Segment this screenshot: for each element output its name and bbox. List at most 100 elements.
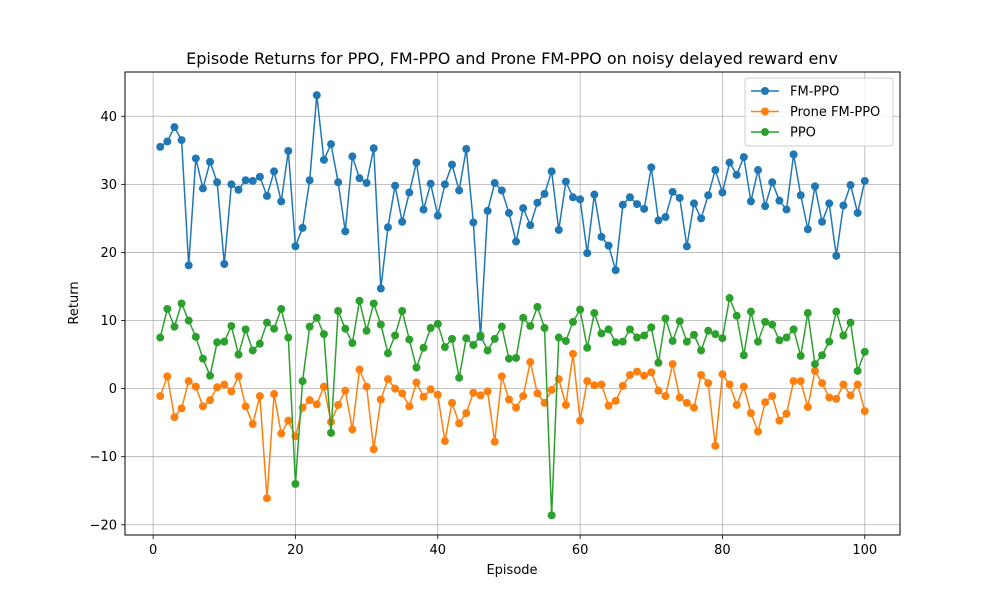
data-point-prone-fm-ppo	[262, 494, 271, 503]
data-point-prone-fm-ppo	[554, 375, 563, 384]
data-point-fm-ppo	[860, 176, 869, 185]
data-point-prone-fm-ppo	[376, 395, 385, 404]
data-point-ppo	[184, 316, 193, 325]
data-point-prone-fm-ppo	[476, 391, 485, 400]
data-point-prone-fm-ppo	[597, 380, 606, 389]
data-point-fm-ppo	[768, 178, 777, 187]
data-point-prone-fm-ppo	[156, 392, 165, 401]
data-point-prone-fm-ppo	[782, 409, 791, 418]
data-point-ppo	[540, 324, 549, 333]
data-point-prone-fm-ppo	[433, 390, 442, 399]
data-point-ppo	[426, 324, 435, 333]
data-point-ppo	[391, 331, 400, 340]
data-point-prone-fm-ppo	[547, 385, 556, 394]
data-point-fm-ppo	[604, 241, 613, 250]
data-point-fm-ppo	[433, 211, 442, 220]
data-point-fm-ppo	[398, 217, 407, 226]
data-point-prone-fm-ppo	[255, 392, 264, 401]
data-point-ppo	[633, 333, 642, 342]
data-point-fm-ppo	[462, 144, 471, 153]
data-point-ppo	[576, 305, 585, 314]
y-tick-label: 10	[100, 314, 117, 329]
data-point-ppo	[533, 302, 542, 311]
data-point-fm-ppo	[832, 251, 841, 260]
data-point-ppo	[689, 330, 698, 339]
data-point-fm-ppo	[213, 178, 222, 187]
data-point-prone-fm-ppo	[761, 398, 770, 407]
data-point-fm-ppo	[746, 197, 755, 206]
x-tick-label: 100	[852, 543, 877, 558]
data-point-prone-fm-ppo	[227, 387, 236, 396]
data-point-fm-ppo	[504, 208, 513, 217]
data-point-prone-fm-ppo	[732, 400, 741, 409]
data-point-prone-fm-ppo	[810, 366, 819, 375]
data-point-fm-ppo	[341, 227, 350, 236]
y-tick-label: 40	[100, 110, 117, 125]
x-tick-label: 0	[149, 543, 157, 558]
x-tick-label: 40	[430, 543, 447, 558]
data-point-ppo	[383, 349, 392, 358]
data-point-prone-fm-ppo	[497, 372, 506, 381]
data-point-fm-ppo	[312, 91, 321, 100]
data-point-ppo	[512, 353, 521, 362]
data-point-prone-fm-ppo	[725, 380, 734, 389]
data-point-ppo	[618, 337, 627, 346]
data-point-fm-ppo	[512, 237, 521, 246]
data-point-prone-fm-ppo	[519, 392, 528, 401]
data-point-fm-ppo	[376, 284, 385, 293]
data-point-fm-ppo	[419, 205, 428, 214]
data-point-fm-ppo	[526, 221, 535, 230]
data-point-fm-ppo	[497, 186, 506, 195]
data-point-prone-fm-ppo	[576, 416, 585, 425]
data-point-prone-fm-ppo	[391, 384, 400, 393]
data-point-prone-fm-ppo	[455, 419, 464, 428]
data-point-ppo	[625, 325, 634, 334]
data-point-fm-ppo	[227, 180, 236, 189]
data-point-fm-ppo	[248, 176, 257, 185]
data-point-ppo	[177, 299, 186, 308]
data-point-ppo	[547, 511, 556, 520]
data-point-ppo	[448, 334, 457, 343]
legend-marker	[761, 87, 769, 95]
data-point-prone-fm-ppo	[412, 378, 421, 387]
data-point-ppo	[647, 323, 656, 332]
y-axis-label: Return	[67, 281, 82, 324]
data-point-prone-fm-ppo	[711, 441, 720, 450]
data-point-prone-fm-ppo	[284, 416, 293, 425]
data-point-ppo	[661, 314, 670, 323]
data-point-ppo	[348, 338, 357, 347]
data-point-fm-ppo	[711, 166, 720, 175]
data-point-fm-ppo	[540, 189, 549, 198]
data-point-fm-ppo	[291, 242, 300, 251]
plot-frame	[124, 71, 901, 536]
data-point-prone-fm-ppo	[170, 413, 179, 422]
data-point-ppo	[590, 309, 599, 318]
data-point-fm-ppo	[305, 176, 314, 185]
data-point-ppo	[597, 329, 606, 338]
data-point-fm-ppo	[412, 158, 421, 167]
data-point-fm-ppo	[490, 178, 499, 187]
data-point-prone-fm-ppo	[419, 392, 428, 401]
data-point-prone-fm-ppo	[675, 393, 684, 402]
data-point-fm-ppo	[262, 191, 271, 200]
data-point-fm-ppo	[561, 177, 570, 186]
data-point-ppo	[334, 306, 343, 315]
data-point-prone-fm-ppo	[184, 377, 193, 386]
data-point-fm-ppo	[270, 167, 279, 176]
data-point-ppo	[697, 346, 706, 355]
data-point-fm-ppo	[469, 218, 478, 227]
data-point-fm-ppo	[775, 196, 784, 205]
data-point-ppo	[319, 330, 328, 339]
legend-entry-fm-ppo: FM-PPO	[751, 85, 839, 100]
data-point-ppo	[583, 343, 592, 352]
data-point-prone-fm-ppo	[277, 429, 286, 438]
data-point-fm-ppo	[327, 140, 336, 149]
data-point-ppo	[668, 336, 677, 345]
data-point-ppo	[803, 309, 812, 318]
data-point-fm-ppo	[177, 136, 186, 145]
data-point-fm-ppo	[369, 144, 378, 153]
data-point-fm-ppo	[554, 225, 563, 234]
data-point-fm-ppo	[725, 158, 734, 167]
data-point-ppo	[604, 325, 613, 334]
